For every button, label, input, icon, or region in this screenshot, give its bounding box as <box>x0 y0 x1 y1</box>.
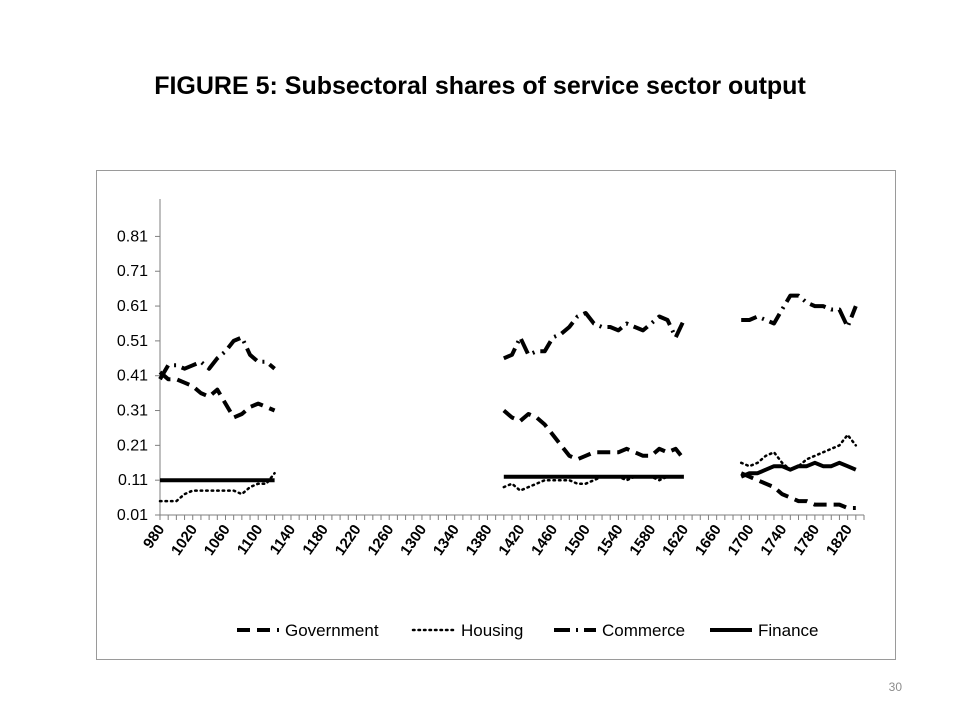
y-tick-label: 0.81 <box>117 228 148 245</box>
x-tick-label: 1300 <box>397 522 430 559</box>
x-tick-label: 1700 <box>725 522 758 559</box>
page-number: 30 <box>888 680 902 694</box>
x-tick-label: 1740 <box>757 522 790 559</box>
y-tick-label: 0.31 <box>117 403 148 420</box>
x-tick-label: 1420 <box>495 522 528 559</box>
x-tick-label: 1540 <box>594 522 627 559</box>
series-line-commerce <box>741 293 858 329</box>
series-line-government <box>740 471 856 510</box>
chart-title: FIGURE 5: Subsectoral shares of service … <box>154 72 806 100</box>
y-tick-label: 0.71 <box>117 263 148 280</box>
series-line-housing <box>158 471 276 503</box>
x-tick-label: 980 <box>140 522 168 552</box>
x-tick-label: 1260 <box>364 522 397 559</box>
x-tick-label: 1100 <box>234 522 267 558</box>
x-tick-label: 1660 <box>692 522 725 559</box>
legend-label-commerce: Commerce <box>602 621 685 640</box>
x-tick-label: 1340 <box>430 522 463 559</box>
series-line-government <box>502 408 686 462</box>
y-tick-label: 0.61 <box>117 298 148 315</box>
y-tick-label: 0.11 <box>118 472 148 489</box>
series-line-housing <box>502 475 686 492</box>
x-tick-label: 1140 <box>267 522 300 558</box>
x-tick-label: 1020 <box>168 522 201 559</box>
x-tick-label: 1620 <box>659 522 692 559</box>
x-tick-label: 1580 <box>626 522 659 559</box>
x-tick-label: 1780 <box>790 522 823 559</box>
y-tick-label: 0.01 <box>117 507 148 524</box>
series-line-commerce <box>158 335 276 381</box>
x-tick-label: 1380 <box>463 522 496 559</box>
legend-label-housing: Housing <box>461 621 523 640</box>
series-line-government <box>158 370 276 420</box>
x-tick-label: 1180 <box>299 522 332 558</box>
x-tick-label: 1060 <box>201 522 234 559</box>
y-tick-label: 0.21 <box>117 437 148 454</box>
legend-label-finance: Finance <box>758 621 818 640</box>
y-tick-label: 0.51 <box>117 333 148 350</box>
x-tick-label: 1820 <box>823 522 856 559</box>
series-line-commerce <box>503 311 686 361</box>
x-tick-label: 1460 <box>528 522 561 559</box>
legend-label-government: Government <box>285 621 379 640</box>
x-tick-label: 1500 <box>561 522 594 559</box>
x-tick-label: 1220 <box>332 522 365 559</box>
y-tick-label: 0.41 <box>117 368 148 385</box>
chart-frame: 0.01 0.11 0.21 0.31 0.41 0.51 0.61 0.71 0.81 980 1… <box>96 170 896 660</box>
series-line-finance <box>740 460 857 479</box>
